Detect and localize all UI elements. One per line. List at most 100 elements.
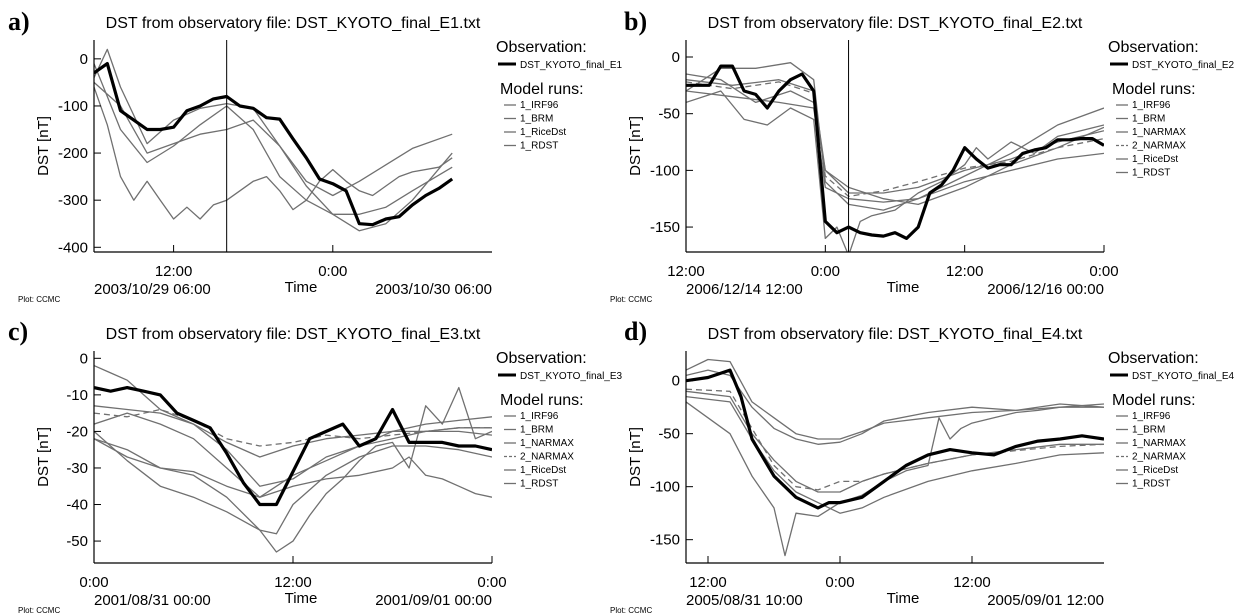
x-axis-label: Time bbox=[285, 279, 318, 296]
y-tick-label: -40 bbox=[66, 497, 88, 514]
y-tick-label: -50 bbox=[658, 426, 680, 443]
legend-model-label: 1_BRM bbox=[520, 425, 553, 436]
x-tick-label: 12:00 bbox=[667, 263, 705, 280]
plot-credit: Plot: CCMC bbox=[18, 606, 60, 614]
x-tick-label: 12:00 bbox=[274, 574, 312, 591]
y-tick-label: -150 bbox=[650, 532, 680, 549]
y-tick-label: -100 bbox=[650, 162, 680, 179]
legend: Observation: DST_KYOTO_final_E2 Model runs… bbox=[1108, 39, 1235, 179]
x-tick-label: 0:00 bbox=[1089, 263, 1118, 280]
x-tick-label: 12:00 bbox=[953, 574, 991, 591]
model-line-1-rdst-b bbox=[94, 438, 492, 498]
legend-model-label: 1_RiceDst bbox=[520, 127, 566, 138]
observation-line-dst-kyoto-final-e4 bbox=[686, 368, 1104, 510]
legend-model-label: 1_IRF96 bbox=[520, 100, 559, 111]
x-tick-label: 0:00 bbox=[811, 263, 840, 280]
x-tick-label: 12:00 bbox=[946, 263, 984, 280]
legend-observation-title: Observation: bbox=[1108, 350, 1199, 367]
model-line-1-rdst bbox=[686, 90, 1104, 252]
legend-observation-label: DST_KYOTO_final_E2 bbox=[1132, 60, 1235, 71]
model-line-1-ricedst bbox=[94, 430, 492, 535]
y-tick-label: 0 bbox=[80, 51, 88, 68]
chart-panel-1: a) DST from observatory file: DST_KYOTO_f… bbox=[8, 7, 623, 304]
x-tick-label: 0:00 bbox=[79, 574, 108, 591]
model-line-1-irf96 bbox=[94, 412, 492, 498]
legend-model-label: 1_BRM bbox=[1132, 114, 1165, 125]
plot-credit: Plot: CCMC bbox=[610, 295, 652, 304]
x-tick-label: 12:00 bbox=[689, 574, 727, 591]
model-line-1-ricedst bbox=[686, 90, 1104, 203]
end-date-label: 2001/09/01 00:00 bbox=[375, 592, 492, 609]
legend-model-label: 1_RiceDst bbox=[520, 465, 566, 476]
y-tick-label: -200 bbox=[58, 145, 88, 162]
model-line-2-narmax bbox=[686, 81, 1104, 198]
observation-line-dst-kyoto-final-e2 bbox=[686, 64, 1104, 240]
chart-title: DST from observatory file: DST_KYOTO_fin… bbox=[708, 15, 1083, 32]
panel-label: c) bbox=[8, 317, 28, 346]
chart-panel-2: b) DST from observatory file: DST_KYOTO_f… bbox=[610, 7, 1235, 304]
legend-models-title: Model runs: bbox=[1112, 81, 1196, 98]
model-line-2-narmax bbox=[94, 408, 492, 447]
y-tick-label: -50 bbox=[658, 106, 680, 123]
y-tick-label: -20 bbox=[66, 423, 88, 440]
end-date-label: 2003/10/30 06:00 bbox=[375, 281, 492, 298]
y-tick-label: -100 bbox=[650, 479, 680, 496]
legend-model-label: 2_NARMAX bbox=[1132, 141, 1186, 152]
y-tick-label: -30 bbox=[66, 460, 88, 477]
y-axis-label: DST [nT] bbox=[35, 116, 52, 176]
model-line-1-rdst bbox=[94, 386, 492, 553]
y-tick-label: -50 bbox=[66, 533, 88, 550]
x-tick-label: 0:00 bbox=[477, 574, 506, 591]
y-tick-label: 0 bbox=[80, 350, 88, 367]
start-date-label: 2001/08/31 00:00 bbox=[94, 592, 211, 609]
legend-model-label: 1_RDST bbox=[1132, 168, 1170, 179]
series-group bbox=[94, 365, 492, 553]
y-tick-label: -300 bbox=[58, 192, 88, 209]
x-axis-label: Time bbox=[887, 590, 920, 607]
legend-observation-label: DST_KYOTO_final_E3 bbox=[520, 371, 623, 382]
x-tick-label: 0:00 bbox=[318, 263, 347, 280]
y-tick-label: -100 bbox=[58, 98, 88, 115]
legend-models-title: Model runs: bbox=[500, 81, 584, 98]
x-tick-label: 12:00 bbox=[155, 263, 193, 280]
y-tick-label: -400 bbox=[58, 239, 88, 256]
panel-label: d) bbox=[624, 317, 647, 346]
legend-model-label: 1_IRF96 bbox=[1132, 411, 1171, 422]
y-tick-label: -150 bbox=[650, 219, 680, 236]
start-date-label: 2006/12/14 12:00 bbox=[686, 281, 803, 298]
legend-model-label: 1_IRF96 bbox=[1132, 100, 1171, 111]
legend-model-label: 2_NARMAX bbox=[520, 452, 574, 463]
start-date-label: 2003/10/29 06:00 bbox=[94, 281, 211, 298]
model-line-2-narmax bbox=[686, 388, 1104, 491]
y-tick-label: -10 bbox=[66, 387, 88, 404]
legend-model-label: 1_RiceDst bbox=[1132, 465, 1178, 476]
x-axis-label: Time bbox=[285, 590, 318, 607]
chart-title: DST from observatory file: DST_KYOTO_fin… bbox=[708, 326, 1083, 343]
legend-observation-title: Observation: bbox=[1108, 39, 1199, 56]
legend-model-label: 1_BRM bbox=[1132, 425, 1165, 436]
x-axis-label: Time bbox=[887, 279, 920, 296]
end-date-label: 2005/09/01 12:00 bbox=[987, 592, 1104, 609]
legend: Observation: DST_KYOTO_final_E3 Model runs… bbox=[496, 350, 623, 490]
model-line-1-rdst bbox=[94, 86, 453, 220]
model-line-1-rdst bbox=[686, 401, 1104, 557]
model-line-1-irf96 bbox=[686, 358, 1104, 440]
model-line-1-irf96 bbox=[94, 63, 453, 215]
x-tick-label: 0:00 bbox=[825, 574, 854, 591]
legend-model-label: 1_RDST bbox=[520, 141, 558, 152]
y-tick-label: 0 bbox=[672, 49, 680, 66]
chart-panel-3: c) DST from observatory file: DST_KYOTO_f… bbox=[8, 317, 623, 614]
plot-credit: Plot: CCMC bbox=[18, 295, 60, 304]
chart-panel-4: d) DST from observatory file: DST_KYOTO_f… bbox=[610, 317, 1235, 614]
plot-credit: Plot: CCMC bbox=[610, 606, 652, 614]
start-date-label: 2005/08/31 10:00 bbox=[686, 592, 803, 609]
y-axis-label: DST [nT] bbox=[35, 427, 52, 487]
observation-line-dst-kyoto-final-e3 bbox=[94, 386, 492, 507]
legend: Observation: DST_KYOTO_final_E4 Model runs… bbox=[1108, 350, 1235, 490]
legend-observation-title: Observation: bbox=[496, 350, 587, 367]
panel-label: b) bbox=[624, 7, 647, 36]
chart-title: DST from observatory file: DST_KYOTO_fin… bbox=[106, 15, 481, 32]
legend-models-title: Model runs: bbox=[500, 392, 584, 409]
legend-model-label: 1_IRF96 bbox=[520, 411, 559, 422]
